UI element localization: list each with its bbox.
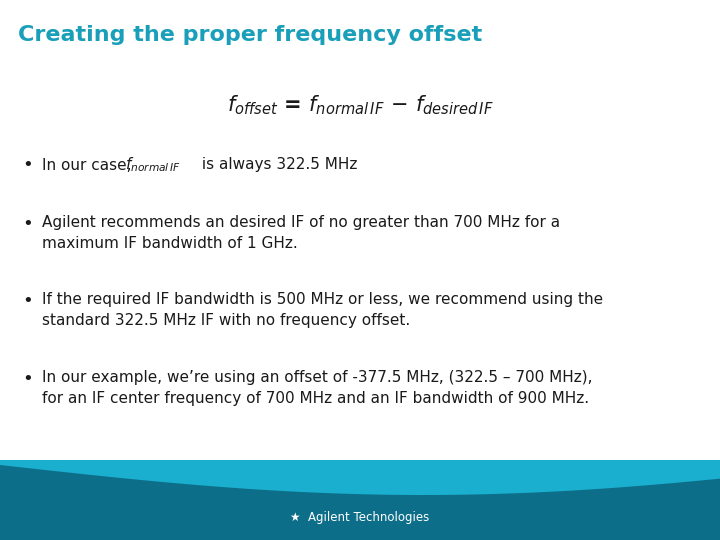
- Text: •: •: [22, 215, 32, 233]
- Text: Agilent recommends an desired IF of no greater than 700 MHz for a
maximum IF ban: Agilent recommends an desired IF of no g…: [42, 215, 560, 251]
- Text: $\mathit{f}_{normal\/IF}$: $\mathit{f}_{normal\/IF}$: [125, 156, 181, 174]
- Text: If the required IF bandwidth is 500 MHz or less, we recommend using the
standard: If the required IF bandwidth is 500 MHz …: [42, 292, 603, 328]
- Text: $\mathit{f}_{offset}$ = $\mathit{f}_{normal\/IF}$ $-$ $\mathit{f}_{desired\/IF}$: $\mathit{f}_{offset}$ = $\mathit{f}_{nor…: [227, 93, 493, 117]
- Text: In our case,: In our case,: [42, 158, 136, 172]
- Polygon shape: [0, 460, 720, 495]
- Text: In our example, we’re using an offset of -377.5 MHz, (322.5 – 700 MHz),
for an I: In our example, we’re using an offset of…: [42, 370, 593, 406]
- Text: •: •: [22, 156, 32, 174]
- Bar: [0, 460, 720, 540]
- Text: is always 322.5 MHz: is always 322.5 MHz: [197, 158, 357, 172]
- Text: ★  Agilent Technologies: ★ Agilent Technologies: [290, 511, 430, 524]
- Text: •: •: [22, 370, 32, 388]
- Text: Creating the proper frequency offset: Creating the proper frequency offset: [18, 25, 482, 45]
- Text: •: •: [22, 292, 32, 310]
